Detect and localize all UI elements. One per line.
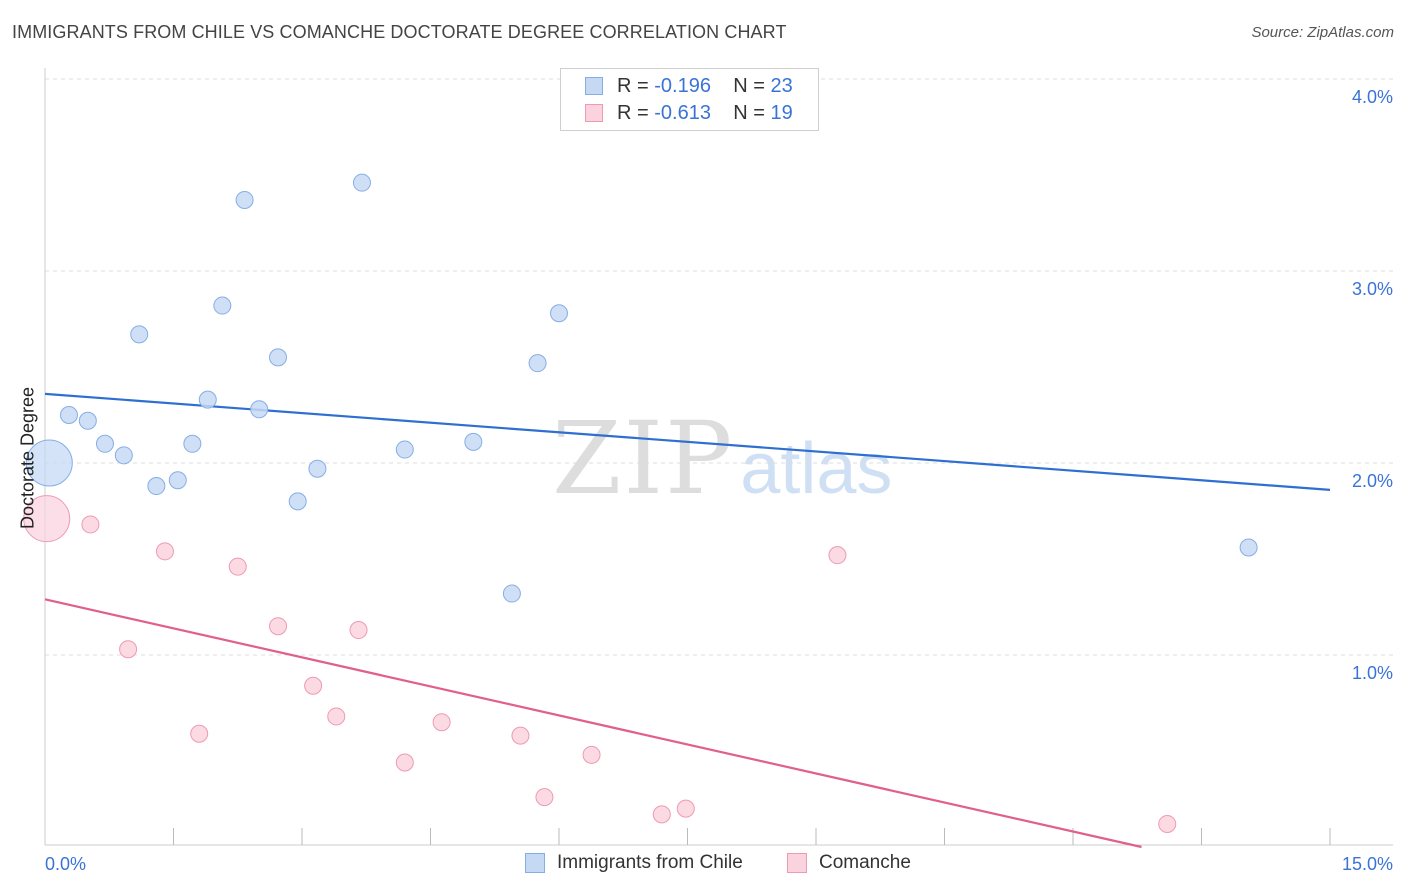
legend-n-label: N = xyxy=(733,102,771,124)
bottom-legend-swatch-comanche xyxy=(787,853,807,873)
legend-n-label: N = xyxy=(733,75,771,97)
point-chile xyxy=(213,296,232,315)
point-chile xyxy=(550,304,568,323)
legend-r-value: -0.613 xyxy=(654,102,711,124)
point-comanche xyxy=(304,676,323,695)
watermark-atlas: atlas xyxy=(740,429,893,509)
y-axis-label: Doctorate Degree xyxy=(17,386,38,530)
point-chile xyxy=(78,411,97,430)
bottom-legend-swatch-chile xyxy=(525,853,545,873)
point-comanche xyxy=(1158,814,1177,833)
point-chile xyxy=(464,432,483,451)
point-comanche xyxy=(535,788,554,807)
point-comanche xyxy=(511,726,530,745)
point-chile xyxy=(269,348,288,367)
point-comanche xyxy=(119,640,138,659)
y-tick-label: 3.0% xyxy=(1352,279,1393,299)
point-chile xyxy=(250,400,269,419)
point-comanche xyxy=(190,724,209,743)
point-chile xyxy=(502,584,521,603)
watermark-zip: ZIP xyxy=(552,400,735,517)
trend-line-comanche xyxy=(44,598,1142,849)
legend-r-label: R = xyxy=(617,75,655,97)
bottom-legend-label-comanche: Comanche xyxy=(819,852,911,873)
point-comanche xyxy=(432,713,451,732)
data-points xyxy=(23,173,1258,833)
point-chile xyxy=(130,325,149,344)
point-comanche xyxy=(81,515,100,534)
x-tick-label: 0.0% xyxy=(45,854,86,874)
legend-swatch-chile xyxy=(585,77,603,95)
point-chile xyxy=(59,406,78,424)
point-chile xyxy=(395,440,414,459)
point-chile xyxy=(528,354,547,373)
grid-lines xyxy=(45,78,1393,656)
legend-n-value: 19 xyxy=(770,102,793,124)
x-tick-label: 15.0% xyxy=(1342,854,1393,874)
trend-line-chile xyxy=(44,392,1331,491)
point-chile xyxy=(114,446,133,465)
point-comanche xyxy=(228,557,247,576)
point-chile xyxy=(95,434,114,453)
point-chile xyxy=(288,492,307,511)
point-comanche xyxy=(582,745,601,764)
point-comanche xyxy=(828,546,847,565)
point-comanche xyxy=(652,805,671,824)
y-tick-label: 4.0% xyxy=(1352,87,1393,107)
y-tick-label: 1.0% xyxy=(1352,663,1393,683)
point-comanche xyxy=(23,495,71,543)
point-chile xyxy=(1239,538,1258,557)
legend-n-value: 23 xyxy=(770,75,793,97)
point-comanche xyxy=(155,542,174,561)
point-comanche xyxy=(676,799,695,818)
point-chile xyxy=(308,459,327,478)
point-chile xyxy=(235,190,254,209)
axes xyxy=(44,68,1393,846)
point-chile xyxy=(168,471,187,490)
point-comanche xyxy=(327,707,346,726)
point-chile xyxy=(352,173,371,192)
point-chile xyxy=(198,390,217,409)
tick-labels: 1.0% 2.0% 3.0% 4.0% 0.0% 15.0% xyxy=(45,87,1393,874)
point-chile xyxy=(25,439,73,487)
y-tick-label: 2.0% xyxy=(1352,471,1393,491)
legend-r-value: -0.196 xyxy=(654,75,711,97)
correlation-legend: R = -0.196 N = 23 R = -0.613 N = 19 xyxy=(560,68,819,131)
point-comanche xyxy=(395,753,414,772)
bottom-legend-label-chile: Immigrants from Chile xyxy=(557,852,743,873)
watermark: ZIPatlas xyxy=(552,400,892,517)
point-chile xyxy=(147,477,166,496)
point-chile xyxy=(183,434,202,453)
point-comanche xyxy=(349,621,368,640)
chart-title: IMMIGRANTS FROM CHILE VS COMANCHE DOCTOR… xyxy=(12,22,787,42)
legend-swatch-comanche xyxy=(585,104,603,122)
source-label: Source: ZipAtlas.com xyxy=(1251,24,1394,41)
legend-r-label: R = xyxy=(617,102,655,124)
point-comanche xyxy=(269,617,288,636)
trend-lines xyxy=(44,392,1331,849)
